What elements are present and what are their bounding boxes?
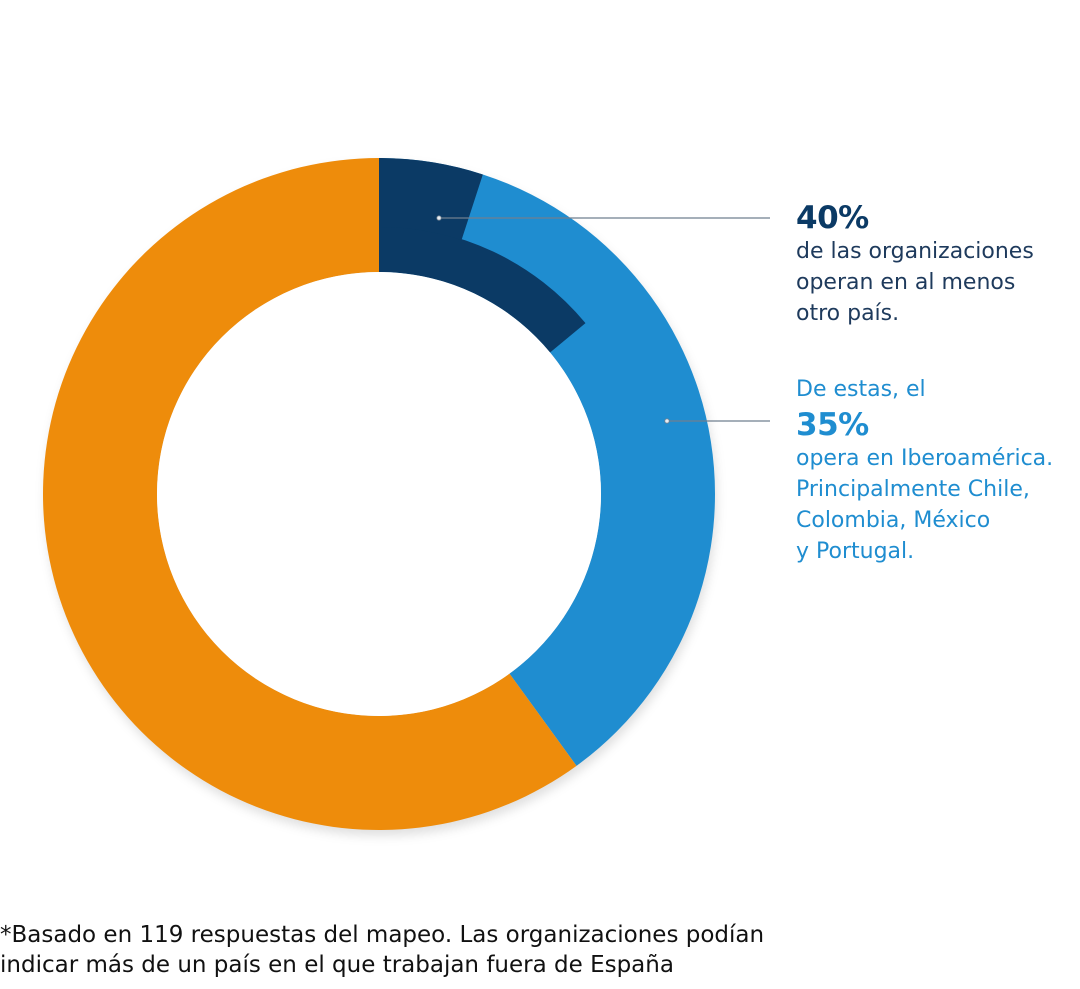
footnote-line-2: indicar más de un país en el que trabaja…	[0, 952, 674, 978]
callout-35-line-3: Colombia, México	[796, 508, 991, 533]
callout-35-line-2: Principalmente Chile,	[796, 477, 1030, 502]
footnote: *Basado en 119 respuestas del mapeo. Las…	[0, 920, 1000, 980]
callout-35-line-4: y Portugal.	[796, 539, 915, 564]
slice-opera-en-iberoamerica-cap	[379, 158, 483, 241]
callout-35-percent: De estas, el 35% opera en Iberoamérica. …	[796, 374, 1053, 567]
slice-resto	[43, 158, 577, 830]
callout-40-line-1: de las organizaciones	[796, 239, 1034, 264]
leader-dot-35	[664, 418, 670, 424]
donut-chart	[43, 158, 770, 836]
leader-lines	[436, 215, 770, 424]
leader-dot-40	[436, 215, 442, 221]
slice-opera-en-iberoamerica	[379, 226, 586, 353]
callout-40-line-2: operan en al menos	[796, 270, 1016, 295]
outer-ring	[43, 158, 716, 830]
callout-40-value: 40%	[796, 200, 869, 236]
callout-35-value: 35%	[796, 407, 869, 443]
slice-operan-en-al-menos-otro-pais	[379, 158, 716, 766]
footnote-line-1: *Basado en 119 respuestas del mapeo. Las…	[0, 922, 765, 948]
callout-35-line-1: opera en Iberoamérica.	[796, 446, 1054, 471]
callout-40-percent: 40% de las organizaciones operan en al m…	[796, 200, 1034, 329]
inner-ring	[379, 158, 586, 353]
callout-40-line-3: otro país.	[796, 301, 900, 326]
callout-35-intro: De estas, el	[796, 377, 926, 402]
donut-hole	[157, 272, 601, 716]
